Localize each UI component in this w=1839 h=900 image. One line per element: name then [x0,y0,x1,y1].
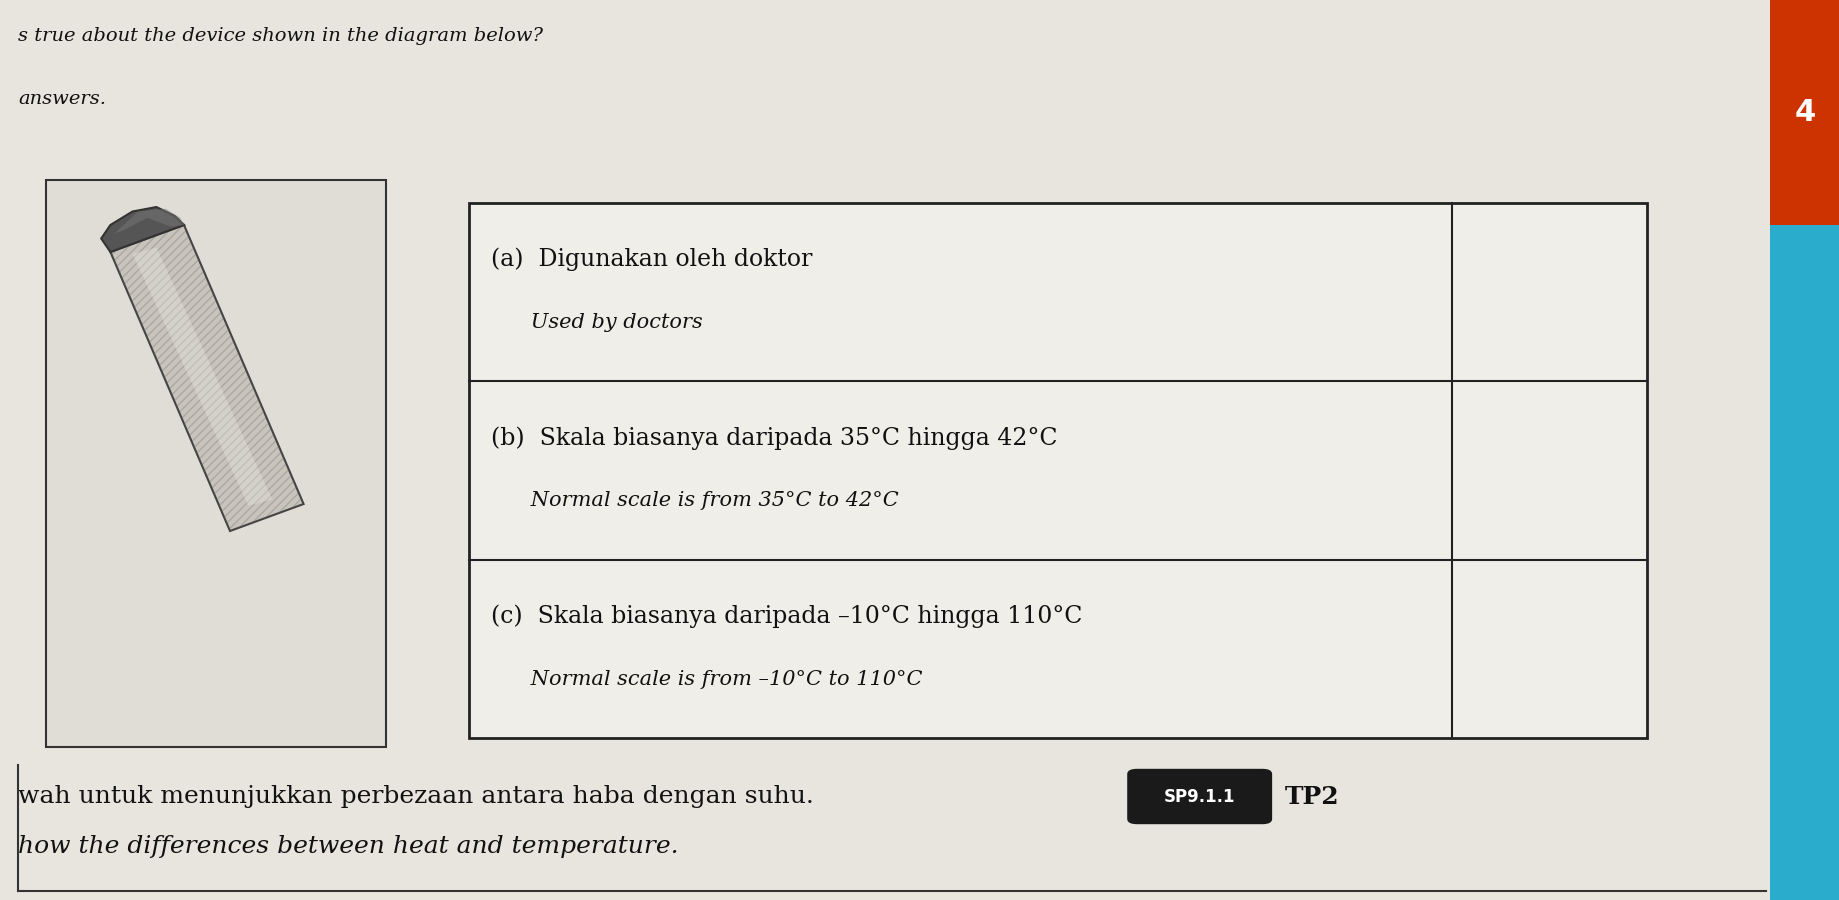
Text: TP2: TP2 [1284,785,1339,808]
Text: Normal scale is from 35°C to 42°C: Normal scale is from 35°C to 42°C [491,491,899,510]
Polygon shape [110,225,303,531]
Polygon shape [101,207,184,252]
Bar [1769,0,1839,225]
Text: Used by doctors: Used by doctors [491,312,702,331]
Text: s true about the device shown in the diagram below?: s true about the device shown in the dia… [18,27,543,45]
Bar [1769,0,1839,900]
Text: (c)  Skala biasanya daripada –10°C hingga 110°C: (c) Skala biasanya daripada –10°C hingga… [491,605,1081,628]
FancyBboxPatch shape [1127,770,1271,824]
Text: wah untuk menunjukkan perbezaan antara haba dengan suhu.: wah untuk menunjukkan perbezaan antara h… [18,785,815,808]
Text: (a)  Digunakan oleh doktor: (a) Digunakan oleh doktor [491,248,813,272]
Text: (b)  Skala biasanya daripada 35°C hingga 42°C: (b) Skala biasanya daripada 35°C hingga … [491,427,1057,450]
Text: answers.: answers. [18,90,107,108]
Polygon shape [114,209,184,234]
Text: how the differences between heat and temperature.: how the differences between heat and tem… [18,834,679,858]
Text: Normal scale is from –10°C to 110°C: Normal scale is from –10°C to 110°C [491,670,923,688]
Polygon shape [132,248,272,506]
Text: SP9.1.1: SP9.1.1 [1164,788,1234,806]
Bar [46,180,386,747]
Bar [469,202,1646,738]
Text: 4: 4 [1793,98,1815,127]
